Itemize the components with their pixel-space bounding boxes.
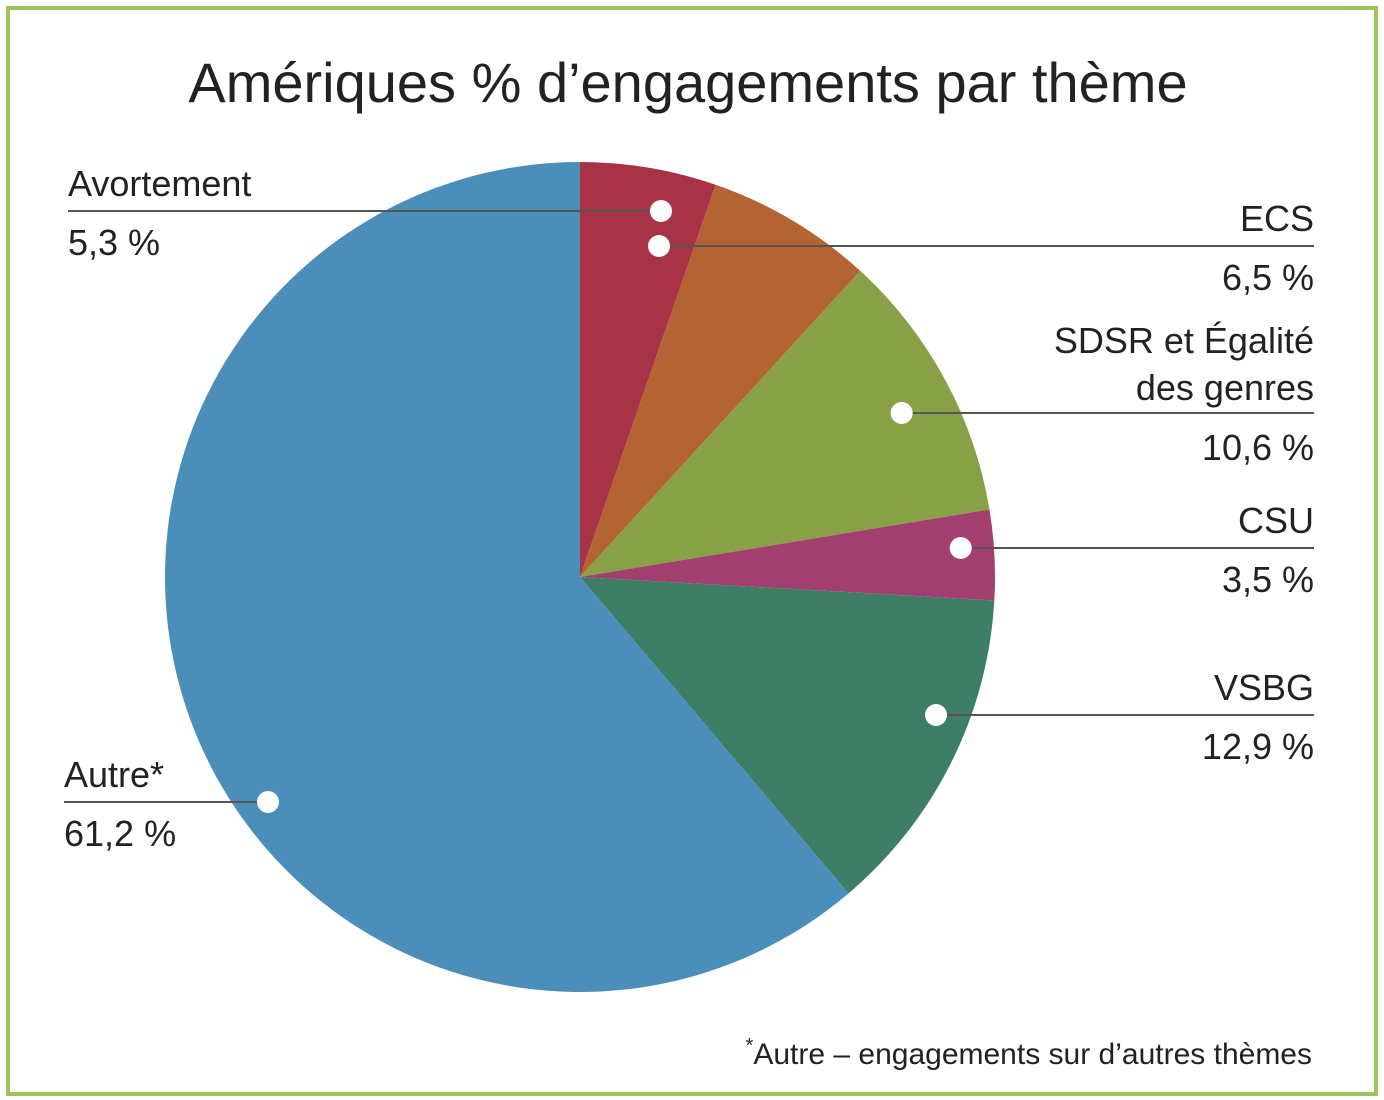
leader-dot-5 bbox=[257, 791, 279, 813]
slice-label-1: ECS bbox=[1240, 198, 1314, 239]
pie-slice-0 bbox=[580, 162, 716, 577]
leader-dot-1 bbox=[648, 235, 671, 257]
slice-label-2-line-1: des genres bbox=[1136, 367, 1314, 408]
pie-slice-4 bbox=[580, 577, 995, 894]
slice-value-2: 10,6 % bbox=[1202, 427, 1314, 468]
leader-dot-0 bbox=[650, 200, 672, 222]
slice-value-5: 61,2 % bbox=[64, 813, 176, 854]
footnote-mark: * bbox=[746, 1035, 754, 1057]
slice-label-4: VSBG bbox=[1214, 667, 1314, 708]
slice-label-3: CSU bbox=[1238, 500, 1314, 541]
leader-dot-3 bbox=[949, 537, 972, 559]
footnote-text: Autre – engagements sur d’autres thèmes bbox=[753, 1038, 1312, 1071]
leader-dot-4 bbox=[924, 704, 947, 726]
slice-labels: Avortement 5,3 % ECS 6,5 % SDSR et Égalité de… bbox=[64, 163, 1314, 854]
slice-label-2-line-0: SDSR et Égalité bbox=[1054, 320, 1314, 361]
chart-title: Amériques % d’engagements par thème bbox=[188, 51, 1187, 114]
pie-slice-2 bbox=[580, 270, 990, 577]
slice-label-5: Autre* bbox=[64, 754, 164, 795]
slice-value-1: 6,5 % bbox=[1222, 257, 1314, 298]
pie-slices bbox=[164, 162, 996, 992]
slice-value-3: 3,5 % bbox=[1222, 559, 1314, 600]
pie-slice-3 bbox=[580, 509, 996, 601]
leader-dot-2 bbox=[890, 402, 913, 424]
slice-label-0: Avortement bbox=[68, 163, 251, 204]
pie-slice-5 bbox=[164, 162, 849, 992]
leader-lines bbox=[64, 200, 1314, 813]
slice-value-4: 12,9 % bbox=[1202, 726, 1314, 767]
slice-value-0: 5,3 % bbox=[68, 222, 160, 263]
footnote: *Autre – engagements sur d’autres thèmes bbox=[746, 1035, 1312, 1071]
pie-slice-1 bbox=[580, 184, 861, 577]
